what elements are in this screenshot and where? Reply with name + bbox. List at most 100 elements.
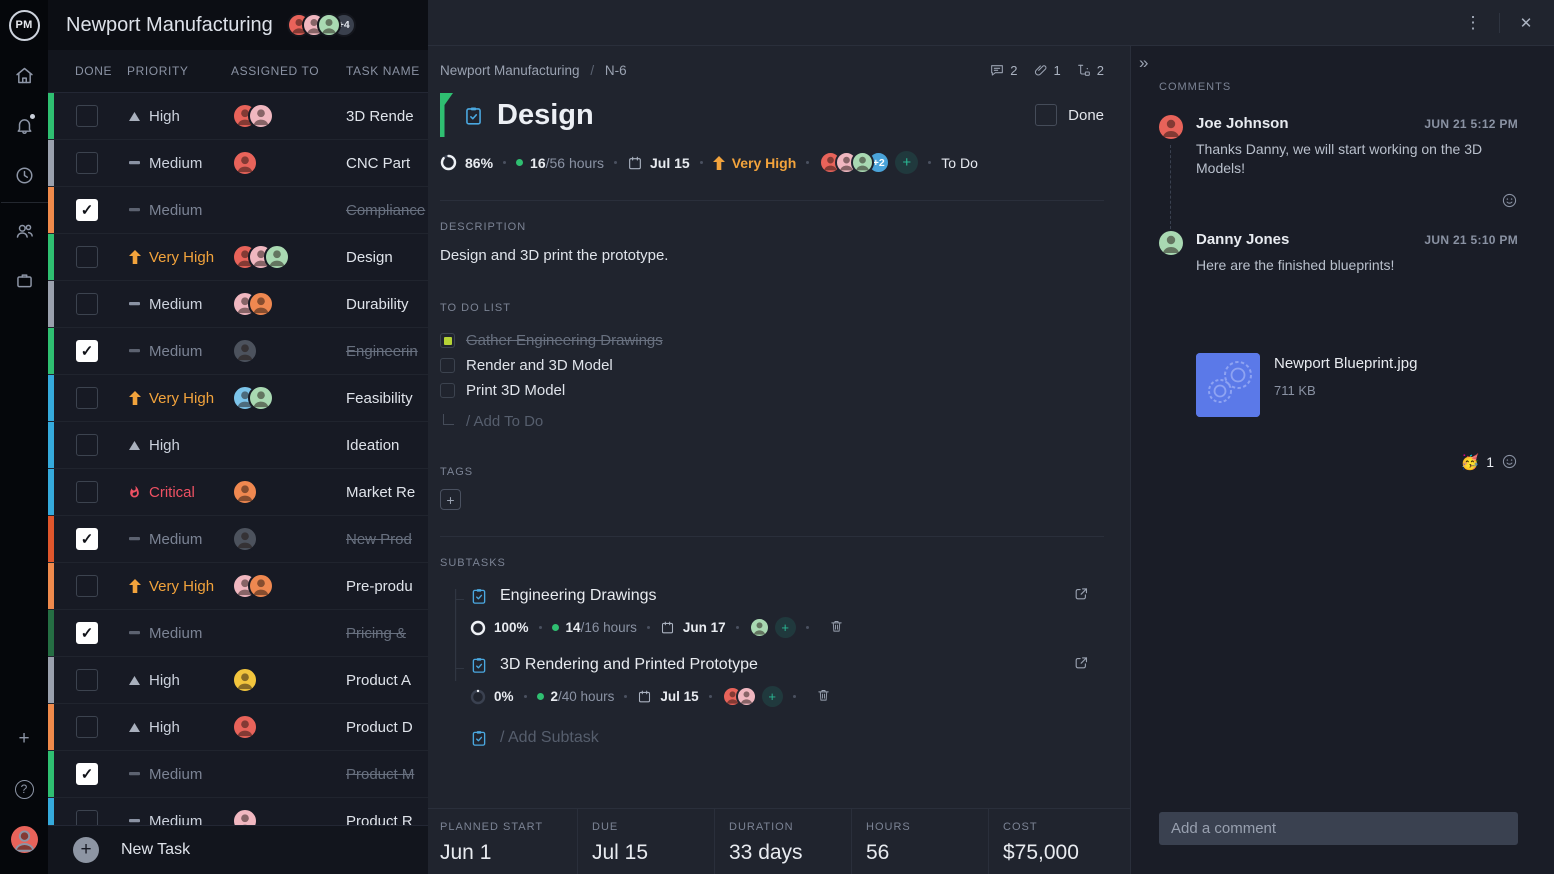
- row-assignees[interactable]: [232, 291, 346, 317]
- row-assignees[interactable]: [232, 808, 346, 825]
- column-header-priority[interactable]: PRIORITY: [127, 64, 189, 78]
- home-icon[interactable]: [0, 50, 48, 100]
- subtask-title[interactable]: 3D Rendering and Printed Prototype: [500, 656, 758, 673]
- table-row[interactable]: ✓ Medium New Prod: [48, 516, 428, 563]
- row-done-checkbox[interactable]: ✓: [76, 763, 98, 785]
- row-assignees[interactable]: [232, 667, 346, 693]
- comment-attachment[interactable]: Newport Blueprint.jpg 711 KB: [1196, 352, 1518, 417]
- row-done-checkbox[interactable]: [76, 105, 98, 127]
- row-done-checkbox[interactable]: [76, 293, 98, 315]
- column-header-assigned[interactable]: ASSIGNED TO: [231, 64, 320, 78]
- table-row[interactable]: Medium Durability: [48, 281, 428, 328]
- attachment-thumbnail[interactable]: [1196, 352, 1260, 417]
- row-task-name[interactable]: Ideation: [346, 436, 400, 454]
- party-emoji[interactable]: 🥳: [1460, 453, 1480, 471]
- status-label[interactable]: To Do: [941, 154, 978, 171]
- breadcrumb-task-id[interactable]: N-6: [604, 62, 627, 78]
- table-row[interactable]: Medium CNC Part: [48, 140, 428, 187]
- row-done-checkbox[interactable]: [76, 575, 98, 597]
- row-task-name[interactable]: Product M: [346, 765, 415, 783]
- project-members[interactable]: +4: [286, 13, 356, 37]
- row-assignees[interactable]: [232, 573, 346, 599]
- comments-count[interactable]: 2: [989, 62, 1018, 78]
- row-assignees[interactable]: [232, 150, 346, 176]
- subtask-assignees[interactable]: [721, 686, 757, 707]
- add-subtask-input[interactable]: / Add Subtask: [440, 729, 1104, 747]
- users-icon[interactable]: [0, 205, 48, 255]
- row-task-name[interactable]: Feasibility: [346, 389, 413, 407]
- column-header-taskname[interactable]: TASK NAME: [346, 64, 420, 78]
- column-header-done[interactable]: DONE: [75, 64, 113, 78]
- todo-label[interactable]: Gather Engineering Drawings: [466, 332, 663, 349]
- assignee-avatars[interactable]: +2: [819, 151, 891, 174]
- add-reaction-icon[interactable]: [1501, 453, 1518, 470]
- table-row[interactable]: Very High Feasibility: [48, 375, 428, 422]
- table-row[interactable]: Very High Pre-produ: [48, 563, 428, 610]
- todo-checkbox[interactable]: [440, 358, 455, 373]
- table-row[interactable]: ✓ Medium Product M: [48, 751, 428, 798]
- row-task-name[interactable]: Pricing &: [346, 624, 407, 642]
- more-options-icon[interactable]: ⋮: [1464, 12, 1482, 32]
- todo-label[interactable]: Print 3D Model: [466, 382, 566, 399]
- subtask-assignees[interactable]: [748, 617, 770, 638]
- row-task-name[interactable]: New Prod: [346, 530, 412, 548]
- add-todo-input[interactable]: / Add To Do: [440, 413, 1104, 430]
- row-done-checkbox[interactable]: ✓: [76, 528, 98, 550]
- due-date[interactable]: Jul 15: [649, 154, 690, 171]
- row-assignees[interactable]: [232, 479, 346, 505]
- add-reaction-icon[interactable]: [1501, 192, 1518, 209]
- row-task-name[interactable]: Product R: [346, 812, 413, 826]
- todo-checkbox[interactable]: [440, 333, 455, 348]
- table-row[interactable]: High Ideation: [48, 422, 428, 469]
- add-tag-button[interactable]: +: [440, 489, 461, 510]
- row-task-name[interactable]: Engineerin: [346, 342, 418, 360]
- subtask-due-date[interactable]: Jul 15: [660, 689, 699, 704]
- table-row[interactable]: High Product A: [48, 657, 428, 704]
- add-assignee-button[interactable]: +: [774, 617, 796, 638]
- row-task-name[interactable]: Product D: [346, 718, 413, 736]
- row-task-name[interactable]: Product A: [346, 671, 412, 689]
- row-done-checkbox[interactable]: [76, 669, 98, 691]
- row-done-checkbox[interactable]: [76, 434, 98, 456]
- subtasks-count[interactable]: 2: [1076, 62, 1104, 78]
- delete-subtask-icon[interactable]: [816, 687, 831, 706]
- collapse-panel-icon[interactable]: »: [1139, 53, 1148, 72]
- row-done-checkbox[interactable]: [76, 716, 98, 738]
- row-task-name[interactable]: Pre-produ: [346, 577, 413, 595]
- help-icon[interactable]: ?: [0, 764, 48, 814]
- todo-label[interactable]: Render and 3D Model: [466, 357, 613, 374]
- row-done-checkbox[interactable]: ✓: [76, 340, 98, 362]
- app-logo[interactable]: PM: [0, 0, 48, 50]
- breadcrumb-project[interactable]: Newport Manufacturing: [440, 62, 580, 78]
- table-row[interactable]: ✓ Medium Engineerin: [48, 328, 428, 375]
- row-task-name[interactable]: Compliance: [346, 201, 426, 219]
- table-row[interactable]: ✓ Medium Compliance: [48, 187, 428, 234]
- priority-label[interactable]: Very High: [731, 154, 797, 171]
- description-text[interactable]: Design and 3D print the prototype.: [440, 247, 669, 264]
- table-row[interactable]: Critical Market Re: [48, 469, 428, 516]
- table-row[interactable]: High 3D Rende: [48, 93, 428, 140]
- delete-subtask-icon[interactable]: [829, 618, 844, 637]
- new-task-button[interactable]: + New Task: [48, 825, 428, 874]
- row-task-name[interactable]: Market Re: [346, 483, 416, 501]
- row-task-name[interactable]: Durability: [346, 295, 409, 313]
- table-row[interactable]: ✓ Medium Pricing &: [48, 610, 428, 657]
- add-assignee-button[interactable]: +: [895, 151, 919, 174]
- clock-icon[interactable]: [0, 150, 48, 200]
- row-assignees[interactable]: [232, 526, 346, 552]
- user-avatar[interactable]: [0, 814, 48, 864]
- row-done-checkbox[interactable]: [76, 246, 98, 268]
- add-icon[interactable]: +: [0, 714, 48, 764]
- subtask-due-date[interactable]: Jun 17: [682, 620, 726, 635]
- table-row[interactable]: Very High Design: [48, 234, 428, 281]
- row-task-name[interactable]: Design: [346, 248, 393, 266]
- row-done-checkbox[interactable]: [76, 481, 98, 503]
- row-done-checkbox[interactable]: [76, 152, 98, 174]
- row-done-checkbox[interactable]: [76, 387, 98, 409]
- row-done-checkbox[interactable]: ✓: [76, 199, 98, 221]
- open-subtask-icon[interactable]: [1073, 585, 1090, 607]
- row-assignees[interactable]: [232, 714, 346, 740]
- row-assignees[interactable]: [232, 385, 346, 411]
- todo-checkbox[interactable]: [440, 383, 455, 398]
- row-assignees[interactable]: [232, 244, 346, 270]
